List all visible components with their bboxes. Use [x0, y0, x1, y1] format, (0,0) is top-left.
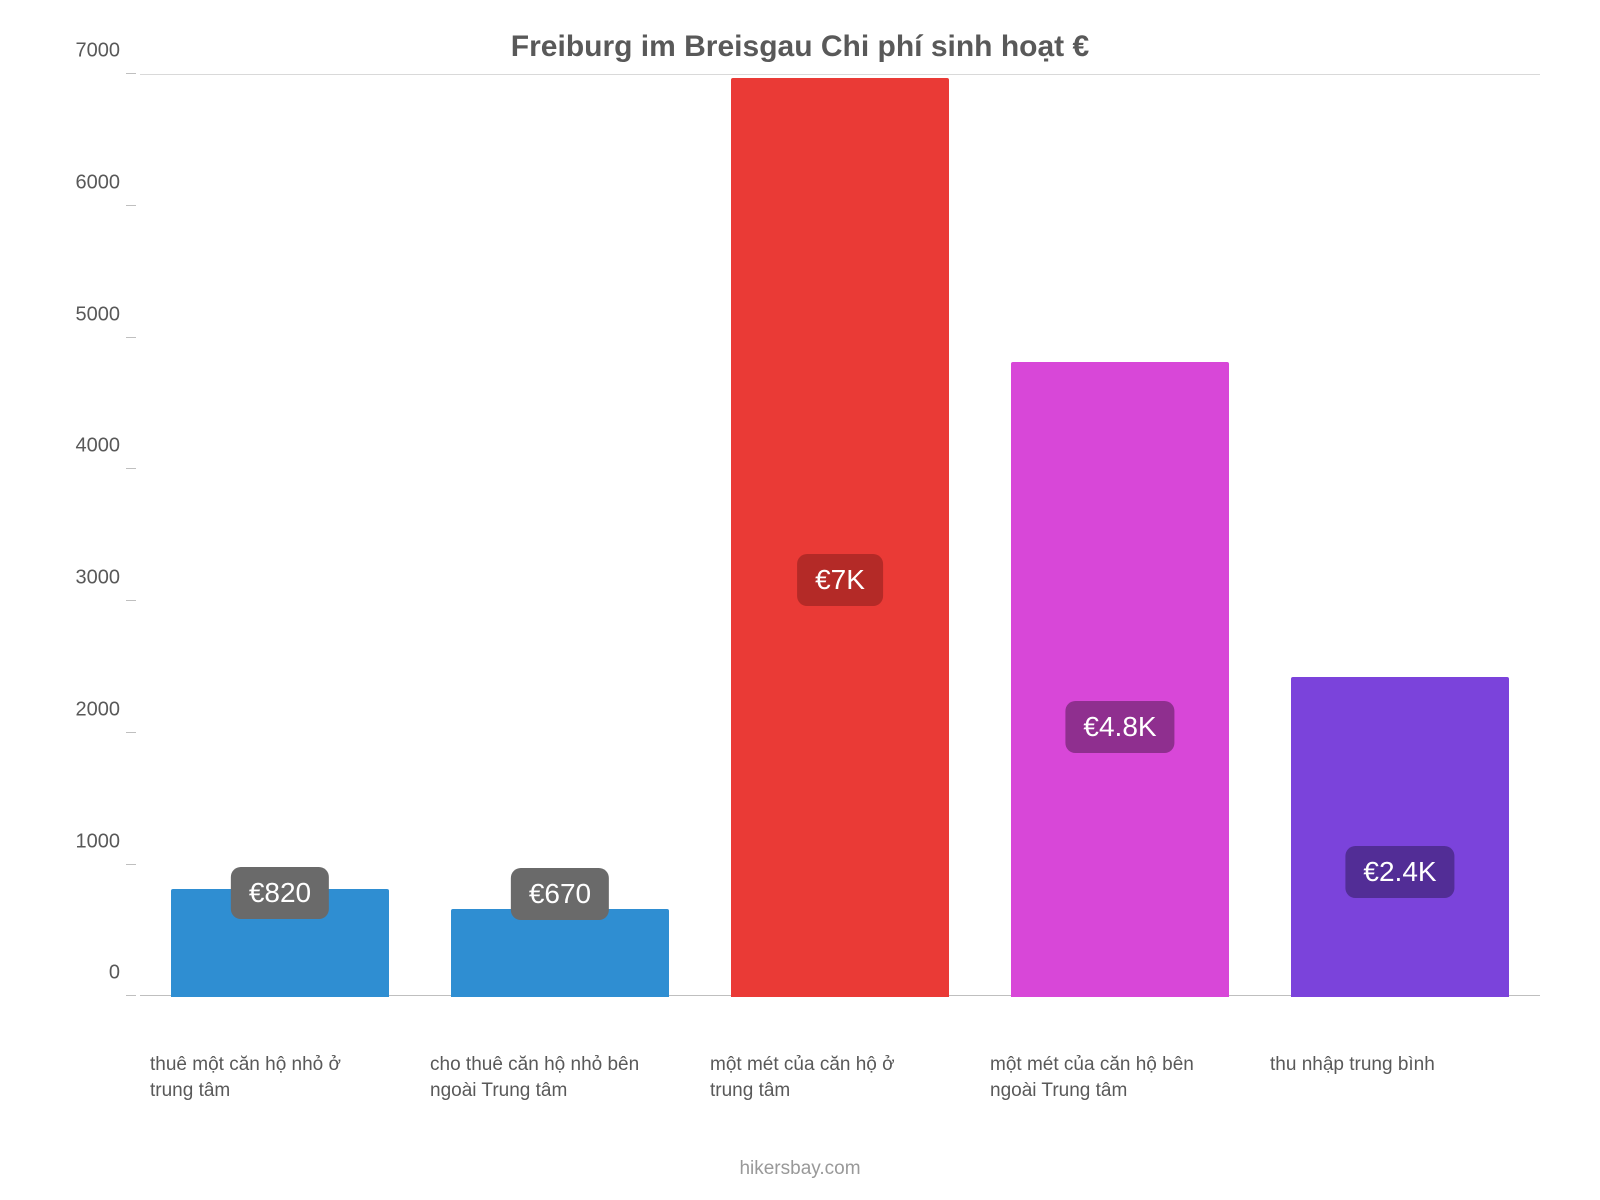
- value-badge: €4.8K: [1065, 701, 1174, 753]
- bar-slot: €7K: [700, 75, 980, 997]
- y-tick: [126, 73, 136, 74]
- bar: €670: [451, 909, 669, 997]
- y-tick-label: 0: [109, 962, 140, 985]
- x-slot: cho thuê căn hộ nhỏ bên ngoài Trung tâm: [420, 1052, 700, 1103]
- bars-group: €820 €670 €7K €4.8K €2.4K: [140, 75, 1540, 997]
- x-slot: thu nhập trung bình: [1260, 1052, 1540, 1103]
- y-tick: [126, 205, 136, 206]
- y-tick-label: 2000: [76, 698, 141, 721]
- value-badge: €7K: [797, 554, 883, 606]
- bar: €4.8K: [1011, 362, 1229, 997]
- x-label: cho thuê căn hộ nhỏ bên ngoài Trung tâm: [430, 1052, 660, 1103]
- x-label: thuê một căn hộ nhỏ ở trung tâm: [150, 1052, 380, 1103]
- plot: 01000200030004000500060007000 €820€670€7…: [140, 74, 1540, 1034]
- bar-slot: €2.4K: [1260, 75, 1540, 997]
- chart-title: Freiburg im Breisgau Chi phí sinh hoạt €: [60, 30, 1540, 64]
- value-badge: €820: [231, 867, 329, 919]
- bar: €820: [171, 889, 389, 997]
- value-badge: €2.4K: [1345, 846, 1454, 898]
- bar: €7K: [731, 78, 949, 998]
- x-slot: thuê một căn hộ nhỏ ở trung tâm: [140, 1052, 420, 1103]
- x-label: một mét của căn hộ ở trung tâm: [710, 1052, 940, 1103]
- chart-container: Freiburg im Breisgau Chi phí sinh hoạt €…: [0, 0, 1600, 1200]
- bar: €2.4K: [1291, 677, 1509, 997]
- y-tick-label: 4000: [76, 435, 141, 458]
- y-tick: [126, 864, 136, 865]
- value-badge: €670: [511, 868, 609, 920]
- y-tick-label: 5000: [76, 303, 141, 326]
- bar-slot: €820: [140, 75, 420, 997]
- y-tick: [126, 732, 136, 733]
- y-tick-label: 1000: [76, 830, 141, 853]
- plot-area: 01000200030004000500060007000 €820€670€7…: [140, 74, 1540, 1034]
- source-label: hikersbay.com: [0, 1158, 1600, 1180]
- y-tick-label: 6000: [76, 171, 141, 194]
- x-label: một mét của căn hộ bên ngoài Trung tâm: [990, 1052, 1220, 1103]
- y-tick-label: 3000: [76, 567, 141, 590]
- x-axis: thuê một căn hộ nhỏ ở trung tâm cho thuê …: [140, 1052, 1540, 1103]
- bar-slot: €4.8K: [980, 75, 1260, 997]
- x-label: thu nhập trung bình: [1270, 1052, 1500, 1078]
- y-tick: [126, 995, 136, 996]
- y-tick-label: 7000: [76, 40, 141, 63]
- y-tick: [126, 468, 136, 469]
- x-slot: một mét của căn hộ ở trung tâm: [700, 1052, 980, 1103]
- x-slot: một mét của căn hộ bên ngoài Trung tâm: [980, 1052, 1260, 1103]
- bar-slot: €670: [420, 75, 700, 997]
- y-tick: [126, 337, 136, 338]
- y-tick: [126, 600, 136, 601]
